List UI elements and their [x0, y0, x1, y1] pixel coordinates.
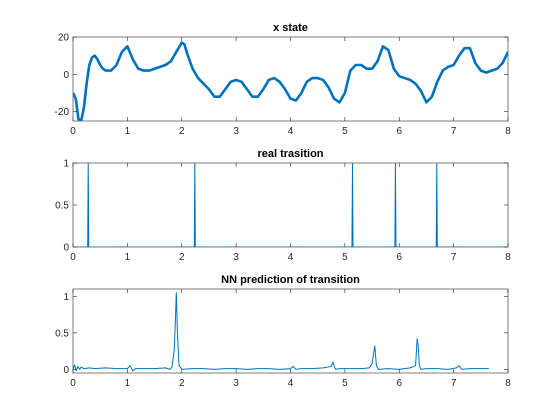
chart-title: x state — [273, 22, 308, 34]
y-tick-label: 0.5 — [55, 328, 69, 339]
x-tick-label: 6 — [396, 378, 402, 389]
y-tick-label: 0 — [63, 365, 69, 376]
plot-area — [72, 162, 509, 248]
x-tick-label: 8 — [505, 126, 511, 137]
chart-title: NN prediction of transition — [221, 274, 360, 286]
x-tick-label: 4 — [288, 378, 294, 389]
x-tick-label: 2 — [179, 252, 185, 263]
x-tick-label: 0 — [70, 252, 76, 263]
x-tick-label: 2 — [179, 378, 185, 389]
plot-area — [72, 36, 509, 122]
x-tick-label: 5 — [342, 378, 348, 389]
series-line-1 — [73, 41, 508, 121]
y-tick-label: 0.5 — [55, 201, 69, 212]
subplot-2: 0 1 2 3 4 5 6 7 8 0 0.5 1 real trasition — [55, 148, 511, 263]
x-tick-label: 8 — [505, 378, 511, 389]
chart-title: real trasition — [257, 148, 323, 160]
x-tick-label: 3 — [233, 252, 239, 263]
x-tick-label: 4 — [288, 126, 294, 137]
x-tick-label: 0 — [70, 378, 76, 389]
x-tick-label: 1 — [125, 252, 131, 263]
x-tick-label: 3 — [233, 126, 239, 137]
y-tick-label: 0 — [63, 70, 69, 81]
x-tick-label: 5 — [342, 252, 348, 263]
x-tick-label: 1 — [125, 378, 131, 389]
plot-area — [72, 288, 509, 374]
series-line-1 — [73, 292, 489, 372]
x-tick-label: 1 — [125, 126, 131, 137]
x-tick-label: 3 — [233, 378, 239, 389]
x-tick-label: 8 — [505, 252, 511, 263]
x-tick-label: 6 — [396, 252, 402, 263]
x-tick-label: 5 — [342, 126, 348, 137]
y-tick-label: 1 — [63, 292, 69, 303]
series-line-1 — [73, 163, 508, 247]
x-tick-label: 2 — [179, 126, 185, 137]
y-tick-label: 1 — [63, 159, 69, 170]
y-tick-label: 0 — [63, 243, 69, 254]
x-tick-label: 6 — [396, 126, 402, 137]
x-tick-label: 7 — [451, 126, 457, 137]
x-tick-label: 4 — [288, 252, 294, 263]
y-tick-label: -20 — [55, 107, 70, 118]
x-tick-label: 7 — [451, 252, 457, 263]
x-tick-label: 0 — [70, 126, 76, 137]
x-tick-label: 7 — [451, 378, 457, 389]
subplot-3: 0 1 2 3 4 5 6 7 8 0 0.5 1 NN prediction of transitio… — [55, 274, 511, 389]
y-tick-label: 20 — [58, 33, 70, 44]
